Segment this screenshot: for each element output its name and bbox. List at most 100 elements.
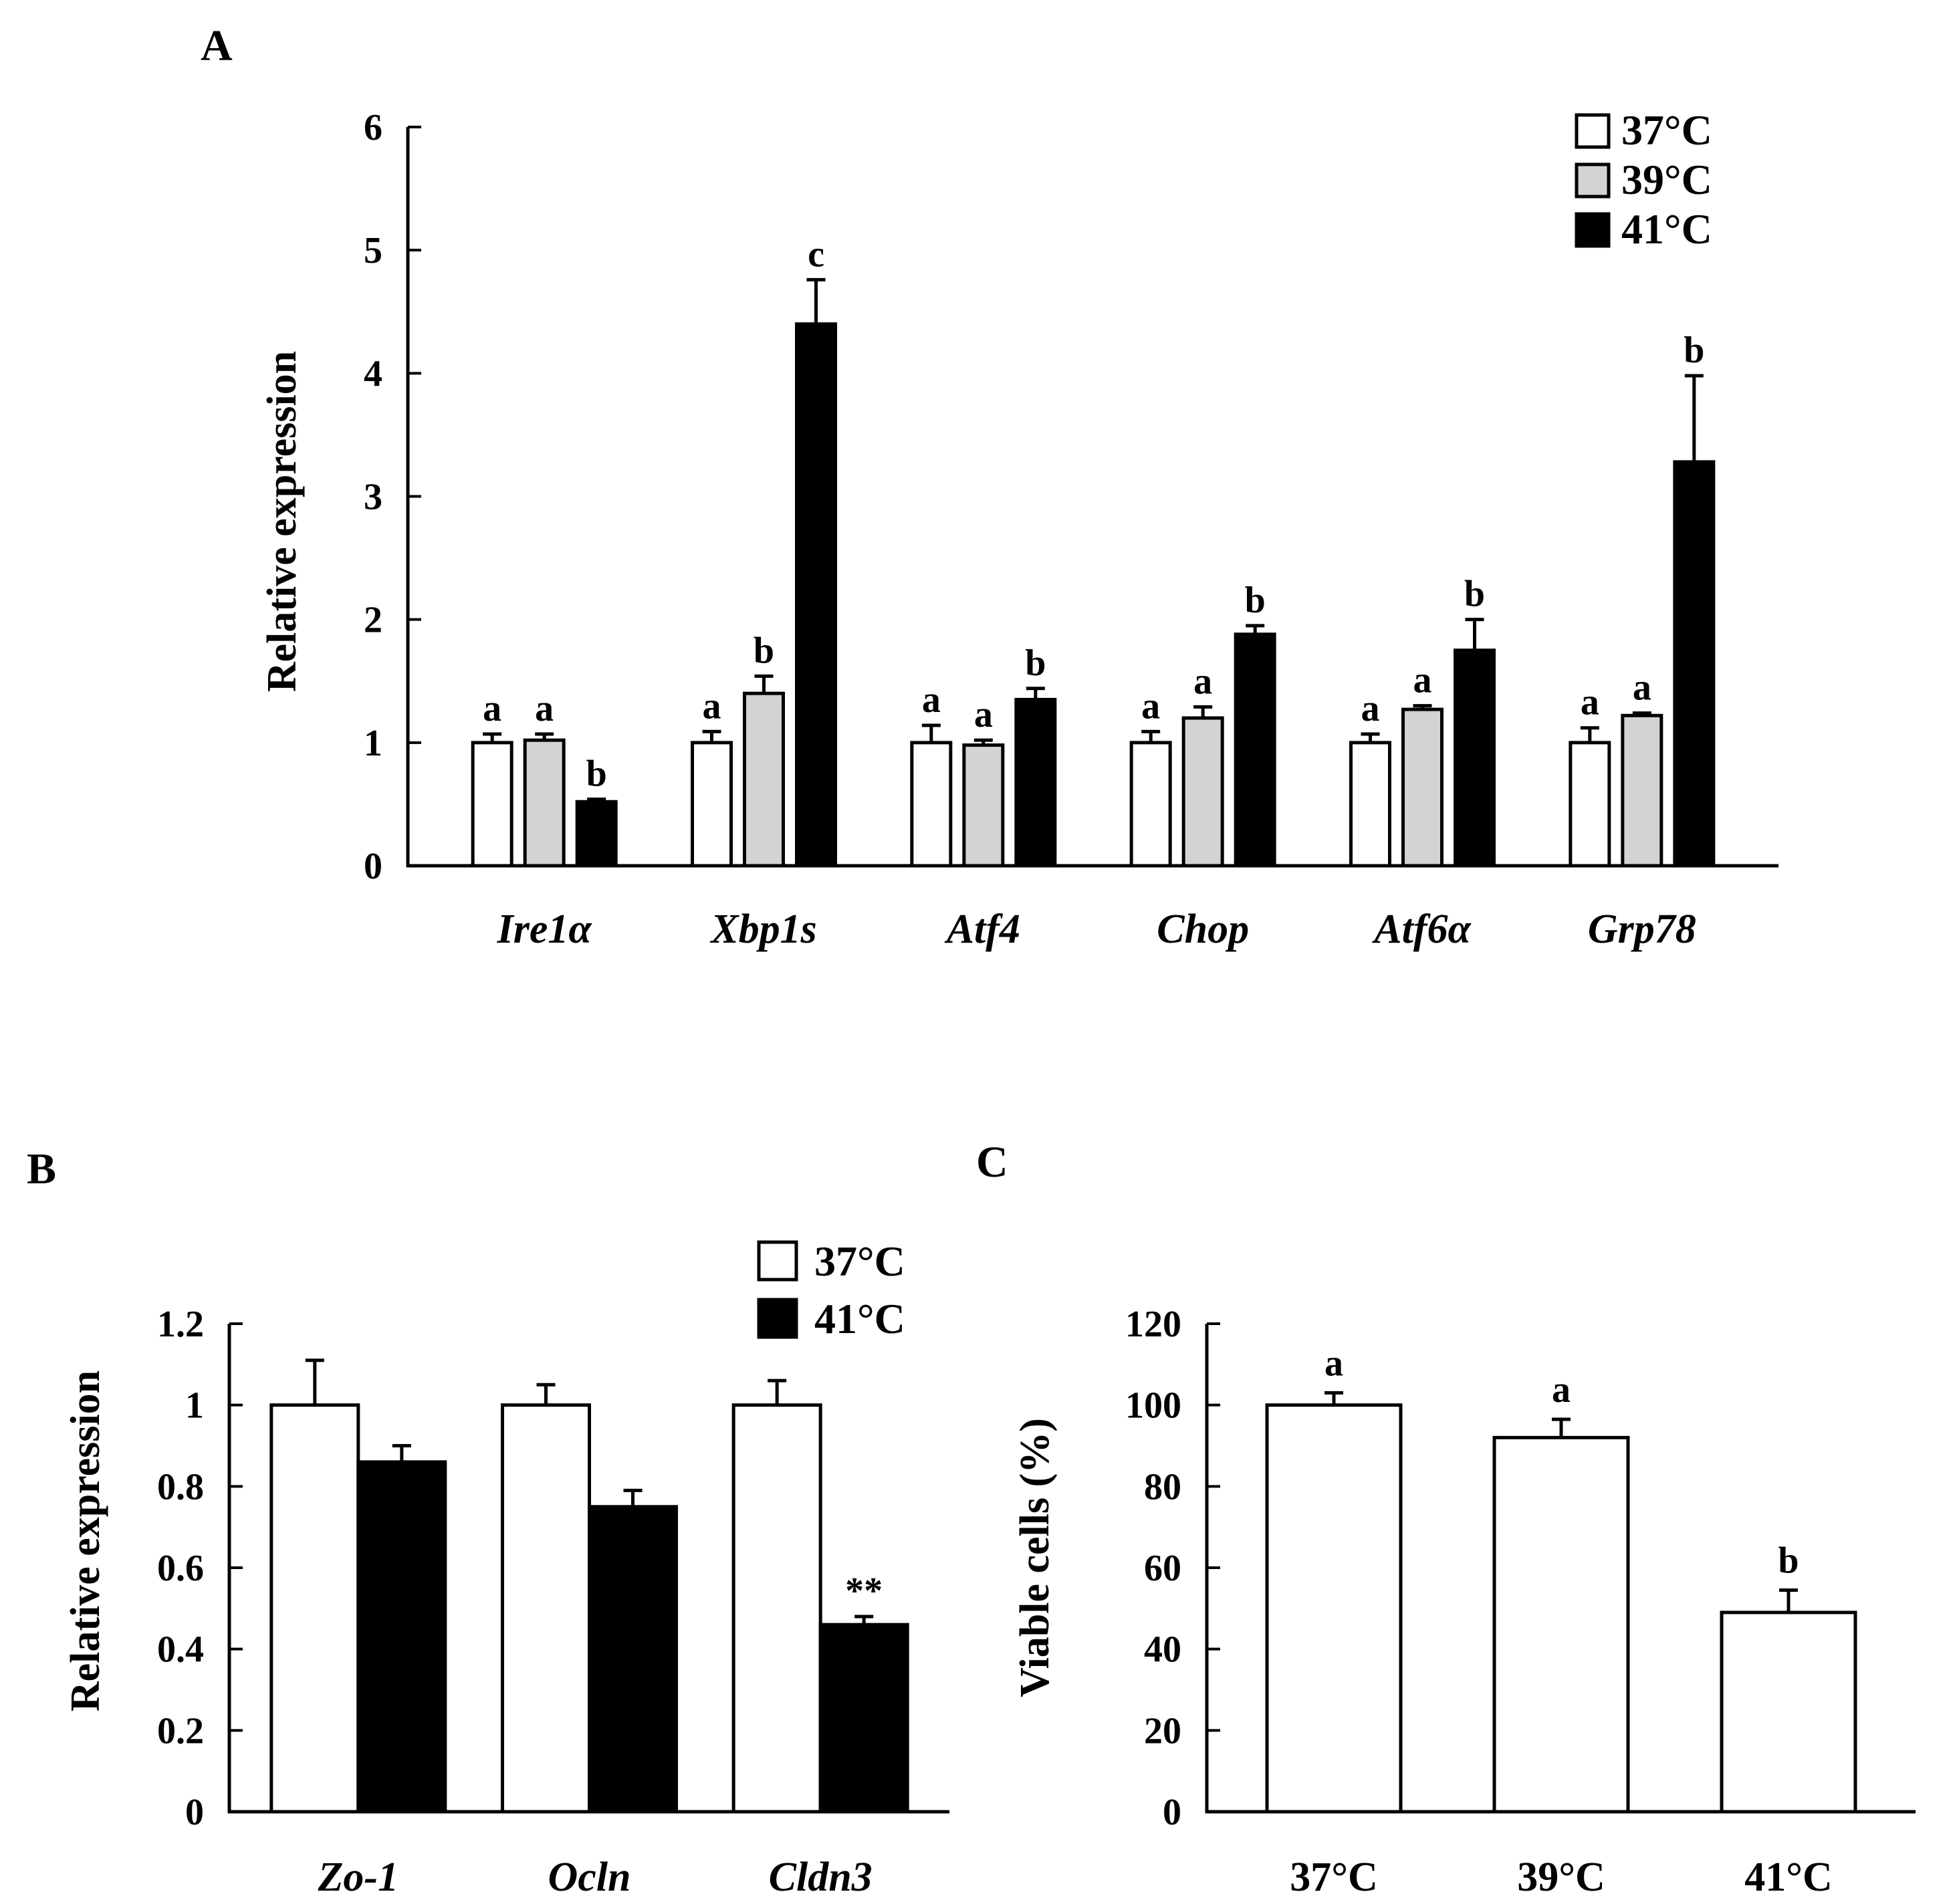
y-tick-label: 100 (1125, 1385, 1181, 1427)
y-tick-label: 0.4 (157, 1629, 204, 1671)
y-tick-label: 0.6 (157, 1548, 204, 1589)
bar-ire1-41-c (575, 800, 618, 868)
x-category-label: Grp78 (1588, 907, 1696, 952)
bar-grp78-39-c (1621, 713, 1663, 868)
bar-atf4-39-c (962, 743, 1005, 868)
panel-c: C Viable cells (%) 0 20 40 60 80 100 120 a 37°C a… (976, 1138, 1916, 1900)
panel-b: B Relative expression 0 0.2 0.4 0.6 0.8 1 1.2 Z… (27, 1145, 949, 1900)
significance-label: b (586, 753, 607, 795)
significance-label: b (1684, 330, 1704, 371)
bar-zo-1-41-c (356, 1460, 447, 1814)
y-tick-label: 120 (1125, 1304, 1181, 1345)
significance-label: a (1193, 661, 1212, 702)
x-category-label: Atf4 (944, 907, 1020, 952)
y-tick-label: 6 (364, 107, 382, 148)
bar-chop-39-c (1181, 716, 1224, 868)
significance-label: ** (845, 1570, 883, 1612)
significance-label: a (1633, 667, 1651, 709)
bar-xbp1s-39-c (743, 691, 785, 868)
bar-41-c-viable-cells (1720, 1611, 1857, 1814)
y-tick-label: 80 (1144, 1466, 1181, 1508)
legend-swatch-39c (1575, 162, 1611, 199)
legend-label-37c: 37°C (1621, 106, 1712, 154)
y-tick-label: 0 (1163, 1792, 1181, 1833)
bar-xbp1s-41-c (795, 322, 837, 868)
significance-label: a (974, 694, 993, 735)
significance-label: a (1141, 685, 1160, 727)
bar-ocln-37-c (501, 1403, 591, 1814)
legend-label-39c: 39°C (1621, 156, 1712, 203)
legend-label-41c: 41°C (1621, 205, 1712, 253)
panel-a-legend: 37°C 39°C 41°C (1575, 106, 1712, 253)
y-tick-label: 60 (1144, 1548, 1181, 1589)
significance-label: a (1413, 660, 1432, 701)
x-category-label: Atf6α (1371, 907, 1472, 952)
significance-label: a (483, 688, 501, 729)
significance-label: b (1464, 574, 1485, 615)
legend-label-41c: 41°C (814, 1295, 905, 1342)
significance-label: b (1025, 642, 1046, 684)
y-tick-label: 20 (1144, 1710, 1181, 1752)
bar-atf6-39-c (1401, 707, 1444, 868)
significance-label: a (1581, 682, 1599, 723)
y-tick-label: 3 (364, 477, 382, 518)
panel-b-y-axis-title: Relative expression (63, 1371, 108, 1711)
bar-37-c-viable-cells (1265, 1403, 1403, 1814)
bar-cldn3-41-c (818, 1623, 909, 1814)
significance-label: b (1245, 580, 1266, 621)
panel-c-letter: C (976, 1138, 1008, 1187)
legend-swatch-41c (757, 1298, 798, 1339)
significance-label: b (1778, 1540, 1799, 1581)
panel-c-y-axis-title: Viable cells (%) (1012, 1418, 1058, 1697)
x-category-label: 41°C (1744, 1855, 1833, 1900)
significance-label: a (922, 679, 941, 721)
bar-chop-41-c (1234, 632, 1276, 868)
bar-atf4-37-c (910, 741, 953, 868)
bar-grp78-41-c (1673, 460, 1716, 868)
bar-grp78-37-c (1569, 741, 1611, 868)
x-category-label: Chop (1157, 907, 1249, 952)
significance-label: a (1552, 1369, 1571, 1411)
significance-label: b (754, 630, 774, 671)
significance-label: a (1361, 688, 1380, 729)
bar-ire1-37-c (471, 741, 513, 868)
significance-label: a (703, 685, 721, 727)
significance-label: c (808, 233, 824, 275)
panel-b-legend: 37°C 41°C (757, 1237, 905, 1342)
x-category-label: 39°C (1517, 1855, 1605, 1900)
x-category-label: Cldn3 (769, 1855, 873, 1900)
y-tick-label: 5 (364, 230, 382, 271)
bar-atf6-37-c (1349, 741, 1391, 868)
legend-label-37c: 37°C (814, 1237, 905, 1285)
bar-cldn3-37-c (731, 1403, 822, 1814)
panel-c-plot: 0 20 40 60 80 100 120 a 37°C a 39°C b 41°C (1125, 1304, 1916, 1900)
significance-label: a (1324, 1342, 1343, 1384)
significance-label: a (535, 688, 554, 729)
y-tick-label: 4 (364, 353, 382, 394)
y-tick-label: 1 (185, 1385, 204, 1427)
legend-swatch-37c (1575, 113, 1611, 149)
panel-b-plot: 0 0.2 0.4 0.6 0.8 1 1.2 Zo-1 Ocln ** Cldn3 (157, 1304, 949, 1900)
y-tick-label: 0 (364, 846, 382, 887)
y-tick-label: 0 (185, 1792, 204, 1833)
bar-zo-1-37-c (269, 1403, 360, 1814)
y-tick-label: 1 (364, 723, 382, 764)
x-category-label: Ire1α (497, 907, 593, 952)
x-category-label: Zo-1 (318, 1855, 399, 1900)
bar-39-c-viable-cells (1492, 1435, 1630, 1814)
x-category-label: Ocln (548, 1855, 631, 1900)
y-tick-label: 1.2 (157, 1304, 204, 1345)
legend-swatch-41c (1575, 212, 1611, 248)
legend-swatch-37c (757, 1240, 798, 1282)
bar-atf4-41-c (1014, 697, 1057, 868)
y-tick-label: 0.8 (157, 1466, 204, 1508)
y-tick-label: 0.2 (157, 1710, 204, 1752)
bar-chop-37-c (1129, 741, 1172, 868)
y-tick-label: 40 (1144, 1629, 1181, 1671)
x-category-label: 37°C (1290, 1855, 1378, 1900)
panel-b-letter: B (27, 1145, 56, 1193)
y-tick-label: 2 (364, 600, 382, 641)
bar-atf6-41-c (1454, 648, 1496, 868)
